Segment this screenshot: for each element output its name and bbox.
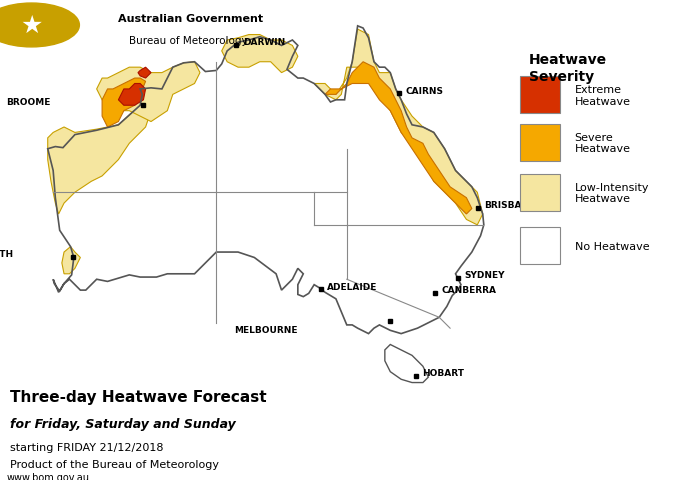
Polygon shape	[48, 95, 157, 215]
Text: PERTH: PERTH	[0, 250, 13, 259]
Text: ★: ★	[20, 14, 43, 38]
Text: www.bom.gov.au: www.bom.gov.au	[7, 472, 90, 480]
Circle shape	[0, 4, 79, 48]
Text: Heatwave
Severity: Heatwave Severity	[529, 53, 608, 84]
Text: SYDNEY: SYDNEY	[464, 271, 505, 279]
Text: Extreme
Heatwave: Extreme Heatwave	[575, 85, 631, 106]
Text: BRISBANE: BRISBANE	[484, 201, 536, 210]
Bar	[520, 125, 560, 161]
Text: MELBOURNE: MELBOURNE	[234, 325, 298, 334]
Polygon shape	[62, 247, 80, 274]
Polygon shape	[97, 62, 200, 122]
Text: BROOME: BROOME	[6, 98, 50, 107]
Text: Product of the Bureau of Meteorology: Product of the Bureau of Meteorology	[10, 459, 220, 469]
Text: HOBART: HOBART	[422, 368, 464, 377]
Text: for Friday, Saturday and Sunday: for Friday, Saturday and Sunday	[10, 418, 237, 431]
Text: starting FRIDAY 21/12/2018: starting FRIDAY 21/12/2018	[10, 442, 164, 452]
Text: Australian Government: Australian Government	[118, 14, 262, 24]
Text: CAIRNS: CAIRNS	[405, 86, 443, 96]
Text: Bureau of Meteorology: Bureau of Meteorology	[129, 36, 247, 46]
Polygon shape	[314, 30, 483, 226]
Text: Low-Intensity
Heatwave: Low-Intensity Heatwave	[575, 182, 649, 204]
Bar	[520, 228, 560, 264]
Polygon shape	[118, 84, 146, 106]
Text: No Heatwave: No Heatwave	[575, 241, 650, 251]
Text: DARWIN: DARWIN	[243, 38, 285, 47]
Polygon shape	[138, 68, 151, 79]
Text: Three-day Heatwave Forecast: Three-day Heatwave Forecast	[10, 389, 267, 404]
Polygon shape	[325, 62, 472, 215]
Polygon shape	[222, 36, 298, 73]
Text: Severe
Heatwave: Severe Heatwave	[575, 132, 631, 154]
Polygon shape	[102, 79, 146, 128]
Polygon shape	[385, 345, 428, 383]
Bar	[520, 77, 560, 114]
Bar	[520, 175, 560, 212]
Text: ADELAIDE: ADELAIDE	[327, 282, 377, 291]
Text: CANBERRA: CANBERRA	[442, 286, 497, 295]
